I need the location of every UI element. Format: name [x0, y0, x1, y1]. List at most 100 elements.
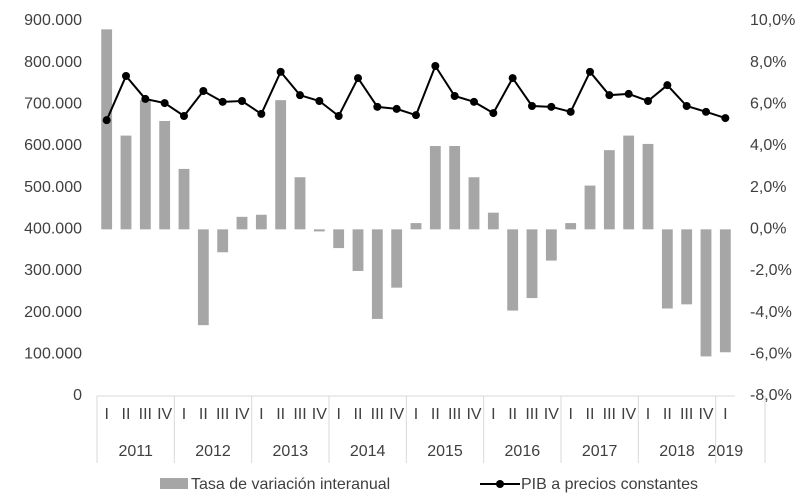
x-tick-label: II — [663, 406, 672, 423]
line-marker — [644, 97, 652, 105]
legend-label: Tasa de variación interanual — [191, 476, 390, 493]
line-marker — [354, 74, 362, 83]
y-tick-label: 300.000 — [24, 262, 82, 279]
line-marker — [547, 102, 556, 111]
y-tick-label: 900.000 — [24, 12, 82, 29]
x-tick-label: III — [448, 406, 461, 423]
line-marker — [470, 97, 478, 106]
x-group-label: 2019 — [708, 443, 744, 460]
x-group-label: 2013 — [273, 443, 309, 460]
x-tick-label: II — [276, 406, 285, 423]
line-marker — [663, 81, 672, 90]
x-tick-label: I — [646, 406, 650, 423]
bar — [507, 229, 519, 311]
x-tick-label: IV — [234, 406, 249, 423]
x-tick-label: III — [603, 406, 616, 423]
line-marker — [296, 91, 304, 100]
y2-tick-label: 2,0% — [750, 179, 786, 196]
bar — [487, 212, 499, 230]
line-marker — [102, 116, 111, 125]
line-marker — [257, 109, 266, 118]
legend-label: PIB a precios constantes — [521, 476, 698, 493]
bar — [255, 214, 267, 230]
y-tick-label: 100.000 — [24, 346, 82, 363]
bar — [101, 29, 113, 230]
y-tick-label: 0 — [73, 387, 82, 404]
y-tick-label: 600.000 — [24, 137, 82, 154]
bar — [526, 229, 538, 299]
x-tick-label: IV — [389, 406, 404, 423]
bar — [333, 229, 345, 249]
bar — [429, 146, 441, 230]
y-tick-label: 200.000 — [24, 304, 82, 321]
x-tick-label: II — [199, 406, 208, 423]
bar — [139, 100, 151, 230]
x-tick-label: I — [182, 406, 186, 423]
x-tick-label: III — [216, 406, 229, 423]
x-tick-label: II — [508, 406, 517, 423]
x-tick-label: IV — [544, 406, 559, 423]
x-tick-label: II — [586, 406, 595, 423]
line-marker — [489, 109, 498, 118]
bar — [159, 121, 171, 230]
y-tick-label: 700.000 — [24, 96, 82, 113]
line-marker — [412, 111, 420, 120]
x-group-label: 2017 — [582, 443, 618, 460]
bar — [217, 229, 229, 253]
line-marker — [702, 107, 710, 116]
bar — [565, 223, 577, 230]
y-tick-label: 400.000 — [24, 221, 82, 238]
y2-tick-label: -6,0% — [750, 346, 792, 363]
bar — [294, 177, 306, 230]
x-tick-label: III — [680, 406, 693, 423]
x-tick-label: I — [491, 406, 495, 423]
x-group-label: 2015 — [427, 443, 463, 460]
x-tick-label: III — [139, 406, 152, 423]
bar — [197, 229, 209, 326]
line-marker — [721, 114, 730, 123]
x-tick-label: II — [431, 406, 440, 423]
line-marker — [682, 102, 691, 110]
y2-tick-label: 4,0% — [750, 137, 786, 154]
x-tick-label: II — [122, 406, 131, 423]
y2-tick-label: 6,0% — [750, 96, 786, 113]
y2-tick-label: 0,0% — [750, 221, 786, 238]
y2-tick-label: -4,0% — [750, 304, 792, 321]
line-marker — [373, 102, 382, 111]
x-group-label: 2014 — [350, 443, 386, 460]
bar — [313, 229, 325, 232]
bar — [178, 168, 190, 230]
x-tick-label: I — [336, 406, 340, 423]
x-tick-label: II — [354, 406, 363, 423]
x-tick-label: IV — [312, 406, 327, 423]
y2-tick-label: -8,0% — [750, 387, 792, 404]
legend-swatch — [496, 480, 504, 488]
y-tick-label: 500.000 — [24, 179, 82, 196]
x-group-label: 2011 — [118, 443, 153, 460]
bar — [719, 229, 731, 353]
x-group-label: 2016 — [505, 443, 541, 460]
line-marker — [199, 87, 208, 95]
line-marker — [431, 62, 440, 70]
bar — [236, 216, 248, 230]
line-marker — [508, 74, 517, 83]
x-tick-label: I — [568, 406, 572, 423]
x-tick-label: I — [723, 406, 727, 423]
legend-swatch — [160, 478, 188, 489]
x-tick-label: I — [414, 406, 418, 423]
line-marker — [238, 97, 246, 105]
x-tick-label: III — [293, 406, 306, 423]
bar — [681, 229, 693, 305]
x-tick-label: I — [259, 406, 263, 423]
line-marker — [141, 94, 150, 103]
bar — [371, 229, 383, 319]
y2-tick-label: 10,0% — [750, 12, 795, 29]
line-marker — [160, 99, 169, 108]
bar — [468, 177, 480, 230]
bar — [545, 229, 557, 261]
line-marker — [450, 92, 459, 100]
y2-tick-label: -2,0% — [750, 262, 792, 279]
x-tick-label: IV — [621, 406, 636, 423]
bar — [410, 223, 422, 230]
bar — [623, 135, 635, 230]
